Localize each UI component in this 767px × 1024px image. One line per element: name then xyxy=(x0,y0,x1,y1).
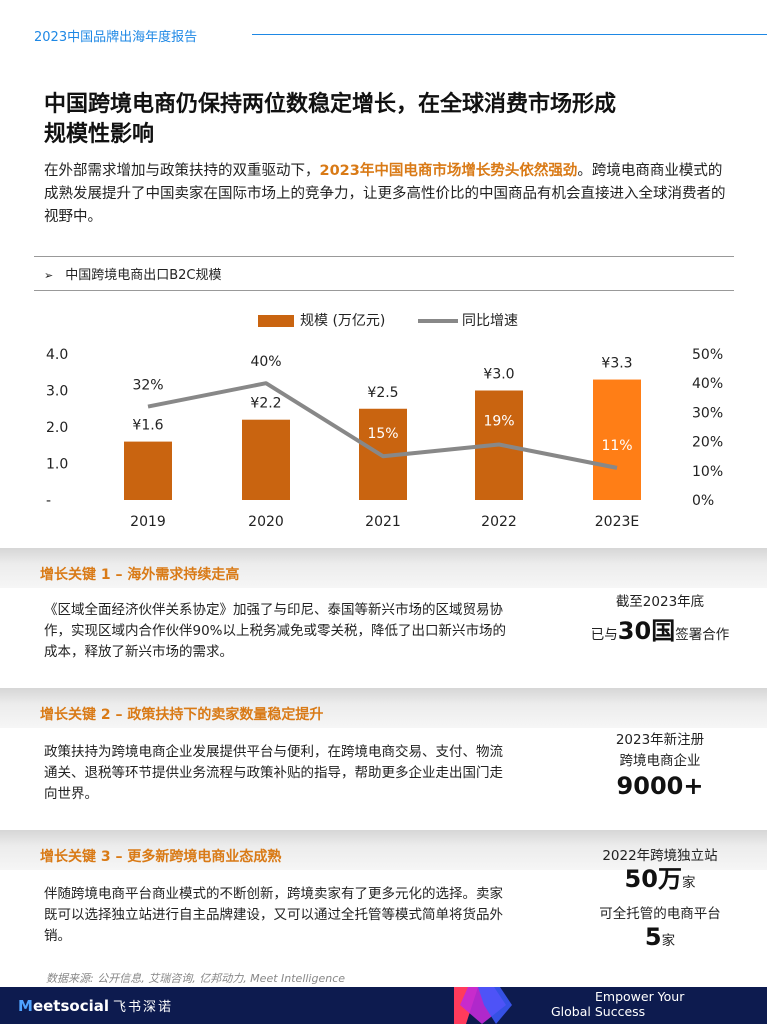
stat-prefix: 已与 xyxy=(590,627,618,643)
x-tick-label: 2021 xyxy=(365,514,401,530)
bar xyxy=(242,419,290,500)
slogan-line-1: Empower Your xyxy=(595,989,685,1004)
chart-title-text: 中国跨境电商出口B2C规模 xyxy=(65,268,222,283)
report-label: 2023中国品牌出海年度报告 xyxy=(34,30,198,45)
chart-title-rule-bottom xyxy=(34,290,734,291)
y-right-tick-label: 10% xyxy=(692,464,723,480)
stat-big-number: 30国 xyxy=(617,617,676,645)
y-left-tick-label: - xyxy=(46,493,51,509)
bar-value-label: ¥3.0 xyxy=(483,367,514,383)
chart-title: ➢ 中国跨境电商出口B2C规模 xyxy=(44,264,222,283)
page-headline: 中国跨境电商仍保持两位数稳定增长，在全球消费市场形成 规模性影响 xyxy=(44,90,734,150)
section-title: 增长关键 2 – 政策扶持下的卖家数量稳定提升 xyxy=(40,707,324,723)
y-left-tick-label: 3.0 xyxy=(46,384,68,400)
stat-caption: 2023年新注册 xyxy=(615,732,705,748)
section-body: 政策扶持为跨境电商企业发展提供平台与便利，在跨境电商交易、支付、物流通关、退税等… xyxy=(44,744,503,802)
header-divider xyxy=(252,34,767,35)
brand-logo: Meetsocial 飞书深诺 xyxy=(18,996,173,1015)
line-value-label: 32% xyxy=(132,378,163,394)
line-value-label: 15% xyxy=(367,426,398,442)
stat-suffix: 签署合作 xyxy=(675,627,730,643)
stat-unit-2: 家 xyxy=(661,933,676,949)
stat-caption: 截至2023年底 xyxy=(615,594,705,610)
x-tick-label: 2019 xyxy=(130,514,166,530)
x-tick-label: 2023E xyxy=(595,514,639,530)
bar xyxy=(124,441,172,500)
x-tick-label: 2022 xyxy=(481,514,517,530)
stat-value-line: 已与30国签署合作 xyxy=(560,619,760,646)
growth-rate-line xyxy=(147,381,618,470)
section-stat: 2023年新注册 跨境电商企业 9000+ xyxy=(560,730,760,800)
y-right-tick-label: 30% xyxy=(692,405,723,421)
line-value-label: 40% xyxy=(250,354,281,370)
section-band xyxy=(0,688,767,728)
bar-value-label: ¥3.3 xyxy=(601,356,632,372)
growth-key-3-section: 增长关键 3 – 更多新跨境电商业态成熟 伴随跨境电商平台商业模式的不断创新，跨… xyxy=(0,830,767,970)
line-value-label: 11% xyxy=(601,438,632,454)
y-right-tick-label: 20% xyxy=(692,435,723,451)
stat-big-number: 9000+ xyxy=(616,772,704,800)
legend-bar-label: 规模 (万亿元) xyxy=(300,313,385,329)
section-body: 《区域全面经济伙伴关系协定》加强了与印尼、泰国等新兴市场的区域贸易协作，实现区域… xyxy=(44,602,507,660)
legend-line-label: 同比增速 xyxy=(462,313,518,329)
footer-slogan: Empower Your Global Success xyxy=(551,989,684,1019)
intro-paragraph: 在外部需求增加与政策扶持的双重驱动下，2023年中国电商市场增长势头依然强劲。跨… xyxy=(44,160,734,229)
legend-bar-swatch xyxy=(258,315,294,327)
y-left-tick-label: 1.0 xyxy=(46,457,68,473)
footer-bar: Meetsocial 飞书深诺 Empower Your Global Succe… xyxy=(0,987,767,1024)
intro-part-2: 。跨境电商商业模式的成熟发展提升了中国卖家在国际市场上的竞争力，让更多高性价比的… xyxy=(44,163,726,225)
section-stat: 截至2023年底 已与30国签署合作 xyxy=(560,592,760,646)
growth-key-1-section: 增长关键 1 – 海外需求持续走高 《区域全面经济伙伴关系协定》加强了与印尼、泰… xyxy=(0,548,767,688)
intro-highlight: 2023年中国电商市场增长势头依然强劲 xyxy=(319,163,578,179)
bar-value-label: ¥2.2 xyxy=(250,396,281,412)
bar-value-label: ¥2.5 xyxy=(367,385,398,401)
growth-key-2-section: 增长关键 2 – 政策扶持下的卖家数量稳定提升 政策扶持为跨境电商企业发展提供平… xyxy=(0,688,767,830)
b2c-scale-chart: 规模 (万亿元) 同比增速 - 1.0 2.0 3.0 4.0 0% 10% 20% 30% 40% 5… xyxy=(46,313,723,530)
y-left-tick-label: 4.0 xyxy=(46,347,68,363)
headline-line-1: 中国跨境电商仍保持两位数稳定增长，在全球消费市场形成 xyxy=(44,92,617,117)
section-stat: 2022年跨境独立站 50万家 可全托管的电商平台 5家 xyxy=(560,846,760,952)
chart-title-rule-top xyxy=(34,256,734,257)
section-body: 伴随跨境电商平台商业模式的不断创新，跨境卖家有了更多元化的选择。卖家既可以选择独… xyxy=(44,886,503,944)
decorative-shape-icon xyxy=(454,987,512,1024)
slogan-line-2: Global Success xyxy=(551,1004,646,1019)
stat-unit: 家 xyxy=(681,875,696,891)
stat-big-number-2: 5 xyxy=(644,923,662,951)
arrow-icon: ➢ xyxy=(44,269,54,282)
y-right-tick-label: 0% xyxy=(692,493,714,509)
intro-part-1: 在外部需求增加与政策扶持的双重驱动下， xyxy=(44,163,320,179)
section-title: 增长关键 1 – 海外需求持续走高 xyxy=(40,567,240,583)
headline-line-2: 规模性影响 xyxy=(44,122,155,147)
section-band xyxy=(0,830,767,870)
stat-value-line-2: 5家 xyxy=(560,925,760,952)
section-band xyxy=(0,548,767,588)
bar xyxy=(593,379,641,500)
y-right-tick-label: 40% xyxy=(692,376,723,392)
brand-logo-text: eetsocial xyxy=(32,997,109,1015)
y-right-tick-label: 50% xyxy=(692,347,723,363)
data-source-note: 数据来源: 公开信息, 艾瑞咨询, 亿邦动力, Meet Intelligenc… xyxy=(46,972,346,985)
brand-logo-cn: 飞书深诺 xyxy=(113,1000,174,1015)
brand-logo-m: M xyxy=(18,997,33,1015)
stat-caption-2: 可全托管的电商平台 xyxy=(599,906,721,922)
x-tick-label: 2020 xyxy=(248,514,284,530)
bar-value-label: ¥1.6 xyxy=(132,418,163,434)
line-value-label: 19% xyxy=(483,414,514,430)
stat-caption-2: 跨境电商企业 xyxy=(619,753,701,769)
stat-value-line: 50万家 xyxy=(560,867,760,894)
y-left-tick-label: 2.0 xyxy=(46,420,68,436)
stat-big-number: 50万 xyxy=(624,865,682,893)
stat-caption: 2022年跨境独立站 xyxy=(602,848,718,864)
section-title: 增长关键 3 – 更多新跨境电商业态成熟 xyxy=(40,849,282,865)
